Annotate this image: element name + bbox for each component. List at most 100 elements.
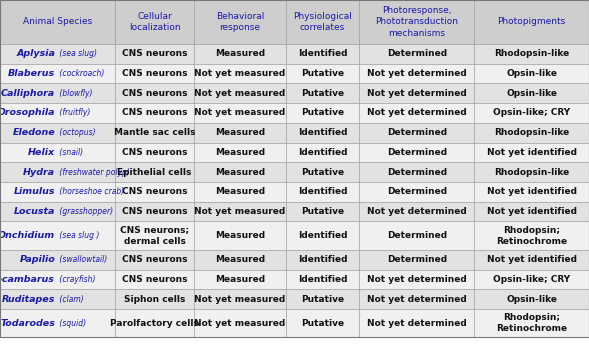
Bar: [359, 64, 474, 83]
Text: Physiological
correlates: Physiological correlates: [293, 12, 352, 32]
Text: (grasshopper): (grasshopper): [58, 207, 114, 216]
Text: Parolfactory cells: Parolfactory cells: [110, 319, 199, 328]
Bar: [0, 202, 115, 221]
Text: CNS neurons: CNS neurons: [122, 187, 187, 196]
Text: Identified: Identified: [297, 187, 348, 196]
Text: Not yet determined: Not yet determined: [367, 109, 466, 118]
Bar: [0, 64, 115, 83]
Bar: [115, 0, 194, 44]
Text: Putative: Putative: [301, 295, 344, 304]
Bar: [115, 142, 194, 162]
Bar: [286, 0, 359, 44]
Text: Determined: Determined: [386, 49, 447, 58]
Bar: [115, 202, 194, 221]
Text: Putative: Putative: [301, 69, 344, 78]
Bar: [0, 83, 115, 103]
Bar: [474, 269, 589, 289]
Text: Not yet determined: Not yet determined: [367, 89, 466, 98]
Text: (squid): (squid): [58, 319, 87, 328]
Text: (cockroach): (cockroach): [58, 69, 105, 78]
Bar: [359, 142, 474, 162]
Text: Opsin-like: Opsin-like: [506, 69, 557, 78]
Text: Measured: Measured: [215, 187, 265, 196]
Bar: [0, 309, 115, 337]
Text: Measured: Measured: [215, 49, 265, 58]
Bar: [194, 64, 286, 83]
Text: CNS neurons: CNS neurons: [122, 148, 187, 157]
Text: CNS neurons: CNS neurons: [122, 69, 187, 78]
Text: Mantle sac cells: Mantle sac cells: [114, 128, 196, 137]
Bar: [194, 0, 286, 44]
Text: Not yet determined: Not yet determined: [367, 275, 466, 284]
Text: Rhodopsin-like: Rhodopsin-like: [494, 128, 569, 137]
Bar: [286, 123, 359, 142]
Text: Not yet measured: Not yet measured: [194, 89, 286, 98]
Text: Measured: Measured: [215, 128, 265, 137]
Bar: [286, 221, 359, 250]
Bar: [359, 103, 474, 123]
Bar: [0, 123, 115, 142]
Bar: [194, 44, 286, 64]
Text: Photopigments: Photopigments: [498, 17, 565, 27]
Bar: [115, 221, 194, 250]
Bar: [194, 202, 286, 221]
Bar: [115, 269, 194, 289]
Bar: [359, 0, 474, 44]
Text: Measured: Measured: [215, 148, 265, 157]
Text: Not yet identified: Not yet identified: [487, 187, 577, 196]
Text: Not yet determined: Not yet determined: [367, 207, 466, 216]
Text: Opsin-like: Opsin-like: [506, 89, 557, 98]
Bar: [0, 289, 115, 309]
Text: Not yet measured: Not yet measured: [194, 207, 286, 216]
Text: Aplysia: Aplysia: [16, 49, 55, 58]
Bar: [474, 123, 589, 142]
Text: (sea slug ): (sea slug ): [58, 231, 100, 240]
Bar: [286, 289, 359, 309]
Text: Not yet identified: Not yet identified: [487, 255, 577, 264]
Text: Epithelial cells: Epithelial cells: [117, 168, 192, 177]
Bar: [115, 289, 194, 309]
Text: Measured: Measured: [215, 275, 265, 284]
Text: Identified: Identified: [297, 231, 348, 240]
Bar: [359, 162, 474, 182]
Bar: [0, 182, 115, 202]
Bar: [286, 44, 359, 64]
Bar: [0, 103, 115, 123]
Text: Eledone: Eledone: [12, 128, 55, 137]
Bar: [359, 123, 474, 142]
Bar: [359, 202, 474, 221]
Text: Todarodes: Todarodes: [0, 319, 55, 328]
Text: Animal Species: Animal Species: [23, 17, 92, 27]
Text: Siphon cells: Siphon cells: [124, 295, 186, 304]
Text: Determined: Determined: [386, 187, 447, 196]
Bar: [115, 162, 194, 182]
Bar: [0, 250, 115, 269]
Text: Cellular
localization: Cellular localization: [129, 12, 180, 32]
Bar: [474, 142, 589, 162]
Text: CNS neurons: CNS neurons: [122, 275, 187, 284]
Bar: [0, 44, 115, 64]
Text: Putative: Putative: [301, 319, 344, 328]
Text: Calliphora: Calliphora: [1, 89, 55, 98]
Text: CNS neurons: CNS neurons: [122, 49, 187, 58]
Bar: [286, 142, 359, 162]
Text: Behavioral
response: Behavioral response: [216, 12, 264, 32]
Bar: [286, 250, 359, 269]
Text: Measured: Measured: [215, 255, 265, 264]
Text: CNS neurons: CNS neurons: [122, 207, 187, 216]
Bar: [474, 182, 589, 202]
Bar: [194, 142, 286, 162]
Text: Putative: Putative: [301, 109, 344, 118]
Text: Not yet determined: Not yet determined: [367, 69, 466, 78]
Bar: [359, 182, 474, 202]
Bar: [115, 103, 194, 123]
Text: (fruitfly): (fruitfly): [58, 109, 91, 118]
Bar: [115, 250, 194, 269]
Bar: [115, 182, 194, 202]
Text: (freshwater polyp): (freshwater polyp): [58, 168, 130, 177]
Text: (octopus): (octopus): [58, 128, 96, 137]
Text: Rhodopsin;
Retinochrome: Rhodopsin; Retinochrome: [496, 313, 567, 333]
Text: Identified: Identified: [297, 275, 348, 284]
Bar: [474, 0, 589, 44]
Bar: [194, 289, 286, 309]
